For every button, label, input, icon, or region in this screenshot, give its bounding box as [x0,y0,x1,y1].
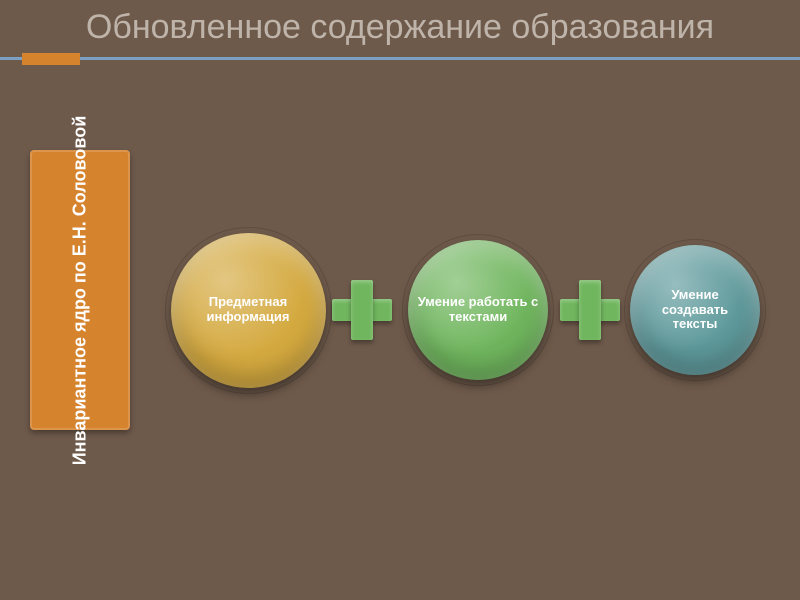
sidebar-callout-text: Инвариантное ядро по Е.Н. Солововой [70,115,91,465]
page-title: Обновленное содержание образования [0,0,800,47]
sidebar-callout: Инвариантное ядро по Е.Н. Солововой [30,150,130,430]
divider [0,53,800,69]
plus-icon [332,280,392,340]
circle-node-0: Предметная информация [171,233,326,388]
plus-icon [560,280,620,340]
circle-node-label: Умение работать с текстами [408,295,548,325]
circle-node-2: Умение создавать тексты [630,245,760,375]
divider-bar [0,57,800,60]
circle-node-1: Умение работать с текстами [408,240,548,380]
circle-node-label: Умение создавать тексты [630,288,760,333]
circle-node-label: Предметная информация [171,295,326,325]
divider-accent-box [22,53,80,65]
